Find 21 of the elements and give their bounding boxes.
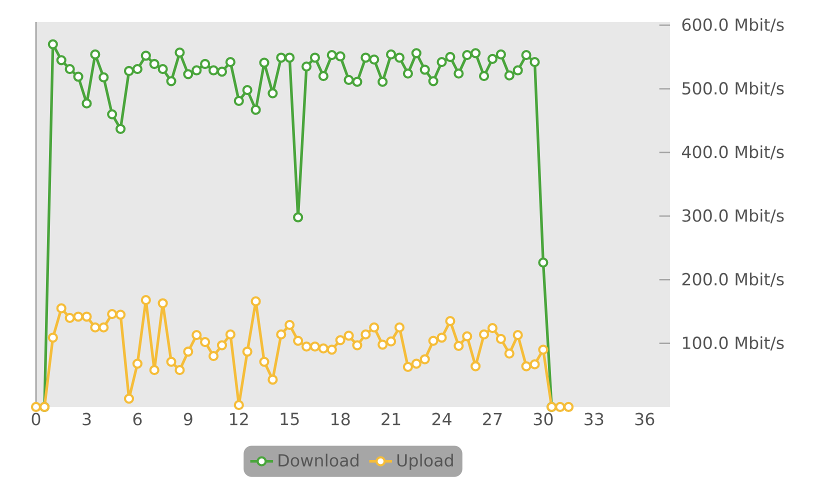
x-tick-label: 15 bbox=[280, 412, 299, 426]
x-tick-label: 36 bbox=[635, 412, 654, 426]
y-tick-label: 500.0 Mbit/s bbox=[682, 82, 784, 96]
x-tick-label: 12 bbox=[230, 412, 248, 426]
y-tick-label: 300.0 Mbit/s bbox=[682, 208, 784, 224]
x-tick-label: 27 bbox=[483, 412, 502, 426]
y-tick-label: 600.0 Mbit/s bbox=[682, 18, 784, 32]
x-tick-label: 21 bbox=[382, 412, 400, 426]
x-tick-label: 18 bbox=[332, 412, 350, 426]
x-tick-label: 30 bbox=[534, 412, 553, 426]
x-tick-label: 9 bbox=[184, 412, 192, 426]
y-tick-label: 200.0 Mbit/s bbox=[682, 272, 784, 287]
legend-label: Upload bbox=[397, 454, 453, 470]
x-tick-label: 24 bbox=[432, 412, 452, 426]
x-tick-label: 0 bbox=[32, 412, 40, 426]
x-tick-label: 3 bbox=[82, 412, 91, 426]
y-tick-label: 100.0 Mbit/s bbox=[682, 336, 784, 350]
y-tick-label: 400.0 Mbit/s bbox=[682, 145, 784, 160]
x-tick-label: 33 bbox=[584, 412, 604, 426]
x-tick-label: 6 bbox=[133, 412, 142, 426]
legend-label: Download bbox=[278, 454, 358, 467]
